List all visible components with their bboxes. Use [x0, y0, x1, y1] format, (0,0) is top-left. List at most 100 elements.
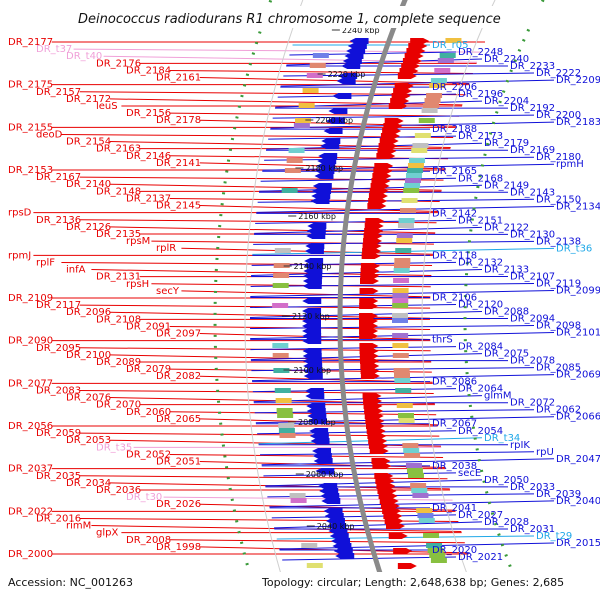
- left-leader-line: [109, 354, 432, 362]
- gene-label-rpsd: rpsD: [8, 208, 32, 219]
- forward-gene: [374, 473, 394, 479]
- cog-block: [392, 313, 409, 318]
- forward-gene: [364, 228, 384, 234]
- reverse-gene: [332, 93, 352, 99]
- reverse-gene: [346, 48, 366, 54]
- forward-gene: [362, 248, 382, 254]
- scale-tick-label: 2080 kbp: [298, 418, 336, 427]
- gene-label-dr-2163: DR_2163: [96, 144, 141, 155]
- forward-gene: [363, 238, 383, 244]
- cog-block: [411, 488, 428, 493]
- forward-gene: [365, 423, 385, 429]
- gene-label-dr-2222: DR_2222: [536, 68, 581, 79]
- gene-label-rpu: rpU: [536, 447, 554, 458]
- forward-gene: [364, 223, 384, 229]
- cog-block: [394, 258, 411, 263]
- gene-label-dr-2209: DR_2209: [556, 75, 600, 86]
- gene-label-dr-2184: DR_2184: [126, 65, 171, 76]
- map-title: Deinococcus radiodurans R1 chromosome 1,…: [78, 12, 501, 27]
- cog-block: [411, 148, 428, 153]
- forward-gene: [380, 133, 400, 139]
- cog-block: [392, 318, 408, 323]
- reverse-gene: [336, 78, 356, 84]
- gene-label-dr-2200: DR_2200: [536, 110, 581, 121]
- cog-block: [430, 558, 447, 563]
- forward-gene: [362, 393, 382, 399]
- gene-label-dr-2076: DR_2076: [66, 393, 111, 404]
- gene-label-deod: deoD: [36, 129, 63, 140]
- cog-block: [398, 218, 415, 223]
- gene-label-dr-2119: DR_2119: [536, 278, 581, 289]
- reverse-gene: [304, 258, 324, 264]
- forward-gene: [368, 198, 388, 204]
- reverse-gene: [305, 243, 325, 249]
- gene-label-dr-t35: DR_t35: [96, 442, 132, 453]
- cog-block: [276, 408, 293, 413]
- gene-label-dr-2052: DR_2052: [126, 449, 171, 460]
- forward-gene: [371, 178, 391, 184]
- cog-block: [437, 58, 454, 63]
- gene-label-dr-2142: DR_2142: [432, 208, 477, 219]
- forward-gene: [365, 218, 385, 224]
- left-leader-line: [109, 98, 463, 106]
- cog-block: [273, 273, 290, 278]
- cog-block: [407, 473, 424, 478]
- reverse-gene: [342, 58, 362, 64]
- cog-block: [309, 63, 326, 68]
- forward-gene: [367, 203, 387, 209]
- scale-tick-label: 2140 kbp: [294, 262, 332, 271]
- cog-block: [396, 238, 413, 243]
- forward-gene: [360, 373, 380, 379]
- gene-label-dr-r05: DR_r05: [432, 40, 468, 51]
- right-leader-line: [265, 479, 483, 487]
- left-leader-line: [169, 368, 432, 373]
- gene-label-dr-2134: DR_2134: [556, 201, 600, 212]
- gene-label-dr-2037: DR_2037: [8, 464, 53, 475]
- right-leader-line: [279, 542, 555, 550]
- gene-label-dr-2031: DR_2031: [510, 524, 555, 535]
- scale-tick-label: 2220 kbp: [328, 70, 366, 79]
- cog-block: [275, 398, 292, 403]
- gene-label-dr-t37: DR_t37: [36, 44, 72, 55]
- forward-gene: [359, 298, 379, 304]
- cog-block: [290, 498, 307, 503]
- gene-label-dr-2097: DR_2097: [156, 329, 201, 340]
- leader-lines: [33, 41, 555, 561]
- reverse-gene: [327, 523, 347, 529]
- cog-block: [412, 143, 429, 148]
- cog-block: [393, 278, 410, 283]
- cog-block: [392, 333, 409, 338]
- forward-gene: [359, 333, 379, 339]
- forward-gene: [364, 408, 384, 414]
- forward-gene: [367, 433, 387, 439]
- left-leader-line: [169, 112, 460, 117]
- cog-block: [392, 353, 409, 358]
- cog-block: [301, 543, 318, 548]
- topology-label: Topology: circular; Length: 2,648,638 bp…: [261, 576, 564, 589]
- forward-gene: [388, 103, 408, 109]
- reverse-gene: [324, 513, 344, 519]
- gene-label-dr-2136: DR_2136: [36, 215, 81, 226]
- reverse-gene: [335, 553, 355, 559]
- reverse-gene: [306, 228, 326, 234]
- gene-label-dr-2179: DR_2179: [484, 138, 529, 149]
- gene-label-dr-2028: DR_2028: [484, 517, 529, 528]
- gene-label-dr-2047: DR_2047: [556, 454, 600, 465]
- cog-block: [406, 168, 423, 173]
- right-leader-line: [257, 198, 535, 203]
- gene-label-dr-2120: DR_2120: [458, 300, 503, 311]
- cog-block: [401, 198, 418, 203]
- cog-block: [445, 38, 462, 43]
- gene-label-dr-2101: DR_2101: [556, 328, 600, 339]
- reverse-gene: [307, 418, 327, 424]
- cog-block: [395, 388, 412, 393]
- cog-block: [400, 208, 417, 213]
- gene-label-dr-2180: DR_2180: [536, 152, 581, 163]
- gene-label-dr-2107: DR_2107: [510, 271, 555, 282]
- gene-label-dr-t30: DR_t30: [126, 492, 162, 503]
- reverse-gene: [315, 468, 335, 474]
- cog-block: [407, 163, 424, 168]
- cog-block: [393, 368, 410, 373]
- gene-label-dr-2177: DR_2177: [8, 37, 53, 48]
- gene-label-dr-2064: DR_2064: [458, 384, 503, 395]
